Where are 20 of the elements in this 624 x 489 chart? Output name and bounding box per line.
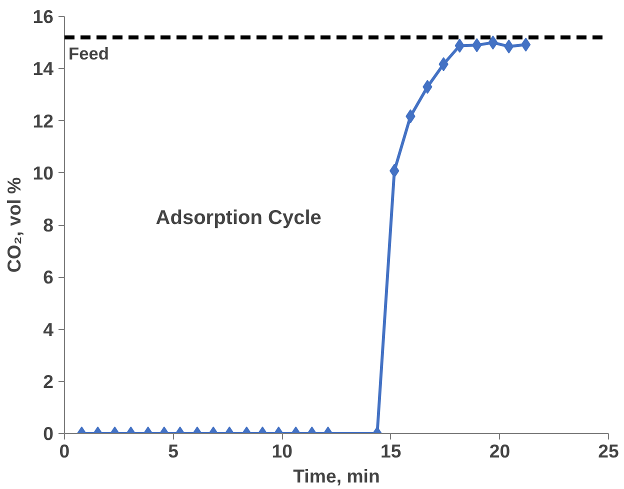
- y-tick-label: 0: [43, 423, 54, 444]
- ref-line-label: Feed: [68, 43, 109, 64]
- y-tick-label: 16: [32, 6, 54, 27]
- y-tick-label: 10: [32, 162, 54, 184]
- x-tick-label: 5: [168, 440, 179, 462]
- annotation: Adsorption Cycle: [156, 207, 322, 230]
- y-tick-label: 2: [43, 370, 54, 392]
- y-tick-label: 12: [32, 110, 54, 132]
- x-tick-label: 20: [489, 440, 510, 462]
- x-axis-title: Time, min: [293, 466, 380, 486]
- x-tick-label: 0: [59, 440, 70, 462]
- y-tick-label: 4: [43, 318, 54, 340]
- x-tick-label: 15: [380, 440, 402, 462]
- y-tick-label: 14: [32, 58, 54, 80]
- x-tick-label: 10: [272, 440, 292, 462]
- point: [520, 38, 531, 52]
- y-axis-title: CO₂, vol %: [4, 176, 25, 273]
- y-tick-label: 6: [43, 266, 54, 288]
- x-tick-label: 25: [598, 440, 619, 462]
- y-tick-label: 8: [43, 214, 54, 236]
